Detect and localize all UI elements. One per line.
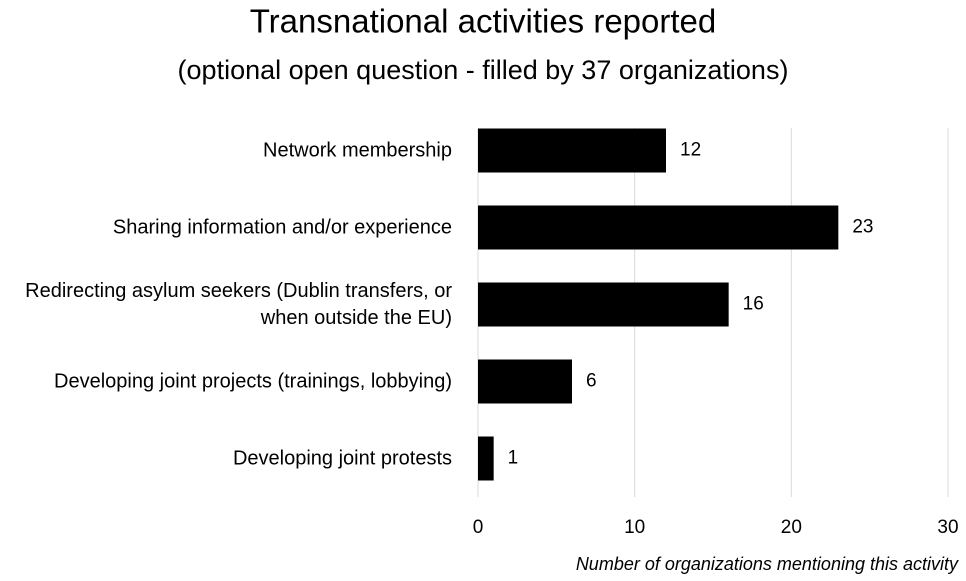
y-tick-label: Network membership <box>263 139 452 161</box>
x-tick-label: 20 <box>781 517 802 538</box>
bar <box>478 359 572 404</box>
x-tick-label: 10 <box>624 517 645 538</box>
data-label: 1 <box>508 448 519 469</box>
data-label: 16 <box>743 294 764 315</box>
y-tick-label: Redirecting asylum seekers (Dublin trans… <box>25 279 452 329</box>
data-label: 23 <box>852 217 873 238</box>
x-tick-label: 0 <box>473 517 484 538</box>
y-tick-label: Developing joint projects (trainings, lo… <box>54 370 452 392</box>
bar <box>478 128 666 173</box>
y-tick-label: Sharing information and/or experience <box>112 216 452 238</box>
bar <box>478 282 729 327</box>
bar <box>478 436 494 481</box>
data-label: 6 <box>586 371 597 392</box>
x-axis-label: Number of organizations mentioning this … <box>576 554 959 574</box>
y-tick-label: Developing joint protests <box>232 447 452 469</box>
chart-subtitle: (optional open question - filled by 37 o… <box>178 55 789 85</box>
chart-title: Transnational activities reported <box>250 3 717 40</box>
x-tick-label: 30 <box>937 517 958 538</box>
bar <box>478 205 839 250</box>
data-label: 12 <box>680 140 701 161</box>
